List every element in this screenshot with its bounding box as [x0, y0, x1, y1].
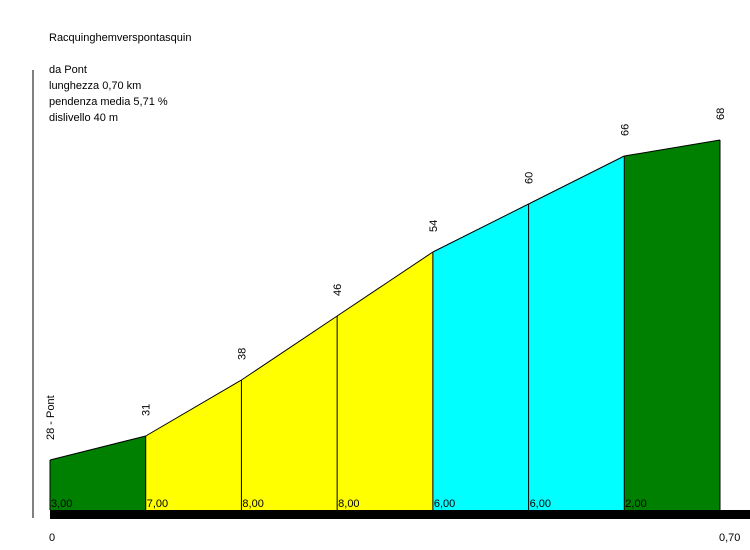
elevation-label: 28 - Pont [45, 395, 57, 440]
gradient-label: 6,00 [434, 498, 455, 510]
elevation-label: 38 [236, 348, 248, 360]
profile-segment-top [624, 139, 721, 157]
profile-info: Racquinghemverspontasquin da Pont lunghe… [49, 30, 191, 126]
x-tick-labels: 0 0,70 [49, 532, 740, 544]
gradient-label: 8,00 [338, 498, 359, 510]
gradient-label: 7,00 [147, 498, 168, 510]
elevation-label: 68 [715, 108, 727, 120]
profile-segment-top [49, 435, 146, 461]
profile-segment-top [432, 203, 529, 253]
profile-segment [624, 140, 720, 510]
elevation-label: 46 [332, 284, 344, 296]
elevation-label: 60 [524, 172, 536, 184]
gradient-label: 6,00 [530, 498, 551, 510]
profile-segment [528, 156, 625, 510]
elevation-label: 66 [619, 124, 631, 136]
profile-segment-top [528, 155, 625, 205]
profile-segment [432, 204, 529, 510]
elevation-label: 31 [141, 404, 153, 416]
gradient-label: 2,00 [625, 498, 646, 510]
distance-base-bar [50, 510, 750, 519]
profile-segment [241, 316, 338, 510]
gradient-labels: 3,00 7,00 8,00 8,00 6,00 6,00 2,00 [51, 498, 647, 510]
profile-segment [145, 380, 242, 510]
profile-title: Racquinghemverspontasquin [49, 32, 192, 44]
x-tick-label: 0,70 [719, 532, 740, 544]
profile-avg-gradient: pendenza media 5,71 % [49, 96, 168, 108]
profile-segment-top [241, 315, 338, 381]
profile-start: da Pont [49, 64, 87, 76]
profile-elevation-gain: dislivello 40 m [49, 112, 119, 124]
gradient-label: 3,00 [51, 498, 72, 510]
gradient-label: 8,00 [242, 498, 263, 510]
profile-segment [337, 252, 433, 510]
profile-length: lunghezza 0,70 km [49, 80, 142, 92]
elevation-label: 54 [428, 220, 440, 232]
profile-segments [50, 140, 720, 510]
profile-segment-top [145, 379, 242, 437]
x-tick-label: 0 [49, 532, 55, 544]
profile-segment-top [336, 251, 434, 317]
segment-dividers [49, 139, 721, 510]
elevation-labels: 28 - Pont 31 38 46 54 60 66 68 [45, 108, 727, 440]
